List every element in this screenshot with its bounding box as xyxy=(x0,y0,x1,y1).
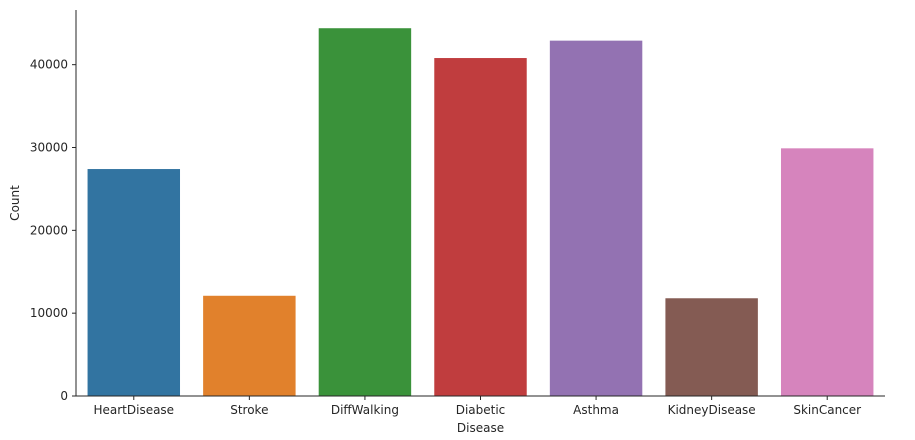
y-axis-ticks: 0 10000 20000 30000 40000 xyxy=(30,58,76,403)
bar-heartdisease xyxy=(87,169,181,396)
y-axis-title: Count xyxy=(8,185,22,221)
y-tick-label: 40000 xyxy=(30,58,68,72)
x-tick-label: HeartDisease xyxy=(93,403,174,417)
bar-skincancer xyxy=(780,148,874,396)
x-tick-label: KidneyDisease xyxy=(668,403,756,417)
x-tick-label: Diabetic xyxy=(456,403,506,417)
bar-diffwalking xyxy=(318,28,412,396)
bars-group xyxy=(87,28,874,397)
bar-diabetic xyxy=(434,58,527,397)
x-axis-title: Disease xyxy=(457,421,504,435)
y-tick-label: 10000 xyxy=(30,306,68,320)
y-tick-label: 0 xyxy=(60,389,68,403)
x-tick-label: Stroke xyxy=(230,403,268,417)
y-tick-label: 20000 xyxy=(30,223,68,237)
bar-stroke xyxy=(203,295,296,396)
bar-kidneydisease xyxy=(665,298,758,396)
x-tick-label: DiffWalking xyxy=(331,403,399,417)
x-tick-label: SkinCancer xyxy=(793,403,861,417)
bar-asthma xyxy=(549,40,643,396)
x-axis-ticks: HeartDisease Stroke DiffWalking Diabetic Ast… xyxy=(93,396,861,417)
y-tick-label: 30000 xyxy=(30,141,68,155)
x-tick-label: Asthma xyxy=(573,403,619,417)
